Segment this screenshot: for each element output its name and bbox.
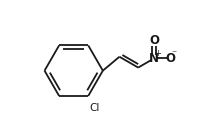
- Text: N: N: [149, 52, 159, 65]
- Text: Cl: Cl: [89, 103, 99, 113]
- Text: O: O: [166, 52, 176, 65]
- Text: +: +: [154, 49, 161, 58]
- Text: O: O: [149, 34, 159, 47]
- Text: ⁻: ⁻: [172, 49, 177, 59]
